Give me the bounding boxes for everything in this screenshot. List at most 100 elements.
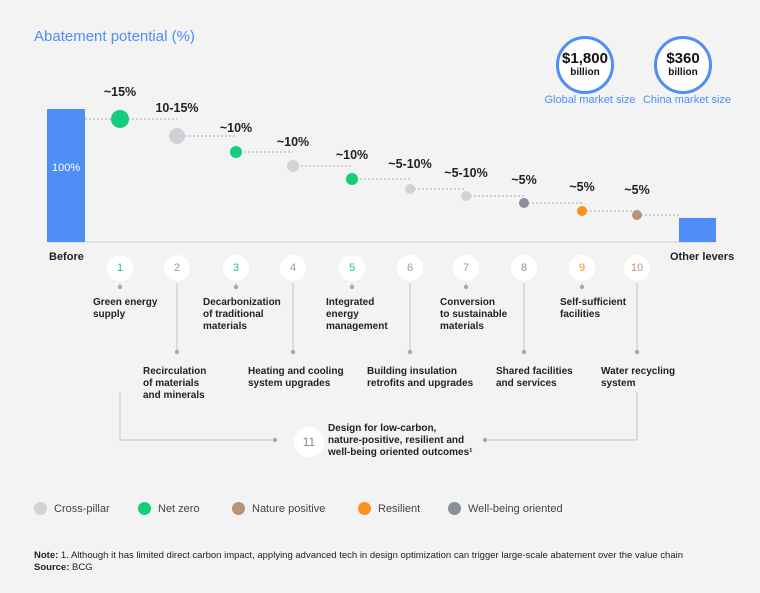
global-market-badge: $1,800 billion [556,36,614,94]
lever-label-line: facilities [560,309,601,320]
leader-dot [407,349,413,355]
lever-label-line: Water recycling [601,366,676,377]
china-market-value: $360 [666,50,700,67]
legend-item-resilient: Resilient [358,502,430,515]
lever-number: 1 [107,255,133,281]
note-label: Note: [34,550,59,561]
lever-label-line: system upgrades [248,378,331,389]
lever-pct-label: ~10% [276,135,310,149]
lever-11-label: Design for low-carbon, nature-positive, … [328,423,472,459]
note-text: 1. Although it has limited direct carbon… [58,550,684,561]
lever-number: 2 [164,255,190,281]
china-market-label: China market size [642,94,732,106]
lever-label: Conversion to sustainable materials [440,297,507,333]
lever-label-line: materials [440,321,484,332]
source-line: Source: BCG [34,562,683,574]
lever-pct-label: ~5-10% [444,166,488,180]
lever-pct-label: ~5% [569,180,595,194]
source-label: Source: [34,562,70,573]
lever-label-line: materials [203,321,247,332]
leader-dot [463,284,469,290]
lever-label-line: of traditional [203,309,264,320]
lever-pct-label: ~10% [219,121,253,135]
lever-label: Water recycling system [601,366,675,390]
lever-marker [346,173,358,185]
lever-label: Integrated energy management [326,297,388,333]
lever-pct-label: 10-15% [155,101,199,115]
leader-dot [579,284,585,290]
legend-label: Resilient [378,502,421,515]
lever-marker [169,128,185,144]
before-bar-value: 100% [52,162,81,174]
lever-number: 3 [223,255,249,281]
lever-marker [230,146,242,158]
other-levers-bar [679,218,716,242]
leader-dot [290,349,296,355]
lever-label-line: and services [496,378,557,389]
leader-dot [174,349,180,355]
lever-label-line: energy [326,309,359,320]
lever-label-line: and minerals [143,390,205,401]
lever-label: Decarbonization of traditional materials [203,297,281,333]
lever-label-line: Building insulation [367,366,457,377]
legend-swatch [448,502,461,515]
legend-swatch [138,502,151,515]
chart-title: Abatement potential (%) [34,28,195,45]
lever-label: Shared facilities and services [496,366,573,390]
lever-label-line: supply [93,309,126,320]
lever-label: Building insulation retrofits and upgrade… [367,366,473,390]
lever-number: 6 [397,255,423,281]
legend-item-nature-positive: Nature positive [232,502,340,515]
legend-swatch [358,502,371,515]
global-market-value: $1,800 [562,50,608,67]
china-market-unit: billion [668,67,698,78]
global-market-unit: billion [570,67,600,78]
lever-number: 9 [569,255,595,281]
leader-dot [521,349,527,355]
legend-item-cross-pillar: Cross-pillar [34,502,120,515]
other-levers-label: Other levers [670,251,735,263]
leader-dot [233,284,239,290]
lever-marker [405,184,415,194]
note-line: Note: 1. Although it has limited direct … [34,550,683,562]
lever-11-label-line: nature-positive, resilient and [328,435,465,446]
lever-label-line: system [601,378,636,389]
legend-swatch [232,502,245,515]
before-bar [47,109,85,242]
lever-number: 5 [339,255,365,281]
lever-marker [519,198,529,208]
lever-marker [111,110,129,128]
bracket-right [485,392,638,441]
lever-number: 7 [453,255,479,281]
leader-dot [634,349,640,355]
leader-dot [117,284,123,290]
lever-11-number: 11 [294,427,324,457]
footnote: Note: 1. Although it has limited direct … [34,550,683,574]
lever-label: Green energy supply [93,297,157,321]
lever-pct-label: ~15% [103,85,137,99]
lever-label-line: Shared facilities [496,366,573,377]
legend: Cross-pillar Net zero Nature positive Re… [34,502,581,515]
lever-pct-label: ~5% [624,183,650,197]
lever-label-line: retrofits and upgrades [367,378,474,389]
bracket-dot [272,437,278,443]
lever-pct-label: ~5% [511,173,537,187]
lever-11-label-line: well-being oriented outcomes¹ [328,447,473,458]
source-text: BCG [69,562,93,573]
legend-swatch [34,502,47,515]
lever-label-line: Integrated [326,297,375,308]
legend-item-well-being: Well-being oriented [448,502,563,515]
lever-label: Self-sufficient facilities [560,297,626,321]
lever-number: 8 [511,255,537,281]
bracket-dot [482,437,488,443]
lever-label-line: Recirculation [143,366,207,377]
bracket-left [119,392,275,441]
lever-label-line: Heating and cooling [248,366,344,377]
legend-label: Net zero [158,502,200,515]
legend-label: Cross-pillar [54,502,110,515]
before-label: Before [49,251,84,263]
lever-marker [577,206,587,216]
legend-item-net-zero: Net zero [138,502,214,515]
